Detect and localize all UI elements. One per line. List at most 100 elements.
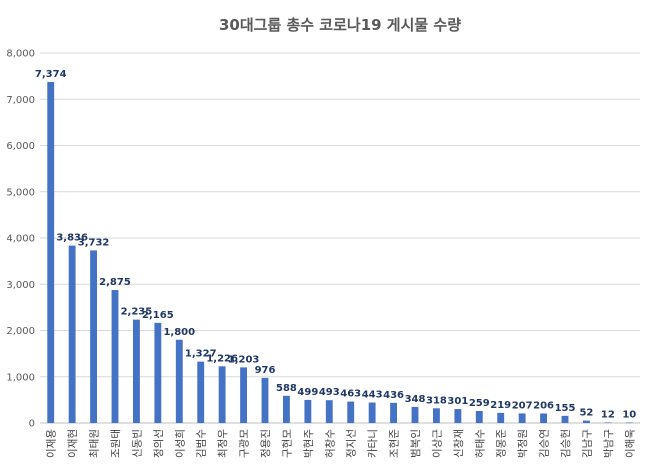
bar	[325, 400, 333, 423]
data-label: 1,800	[163, 327, 195, 338]
bar	[175, 339, 183, 423]
data-label: 7,374	[35, 69, 67, 80]
category-label: 박현주	[303, 429, 315, 458]
category-label: 정용진	[260, 429, 272, 458]
data-label: 976	[255, 365, 276, 376]
bar	[390, 402, 397, 423]
data-label: 12	[601, 409, 615, 420]
grid-layer	[40, 52, 640, 424]
category-label: 최정우	[217, 429, 229, 458]
category-label: 조현준	[389, 429, 401, 458]
category-label: 정몽준	[496, 429, 508, 458]
category-label: 박남구	[603, 429, 615, 458]
category-label: 조원태	[110, 429, 122, 458]
category-label: 허태수	[474, 429, 486, 458]
category-label: 이성희	[174, 429, 186, 458]
category-label: 이재용	[46, 429, 58, 458]
data-label: 219	[490, 400, 511, 411]
category-label: 카타니	[367, 429, 379, 458]
category-label: 정의선	[153, 429, 165, 458]
category-label: 신창재	[453, 429, 465, 458]
bar	[497, 412, 505, 423]
bar	[133, 319, 140, 423]
data-label: 2,875	[99, 277, 131, 288]
data-label: 259	[469, 398, 490, 409]
bar	[475, 411, 483, 423]
chart-title: 30대그룹 총수 코로나19 게시물 수량	[219, 16, 461, 34]
bar	[261, 377, 269, 423]
data-label: 499	[297, 387, 318, 398]
y-tick-label: 1,000	[6, 372, 35, 383]
y-tick-label: 7,000	[6, 95, 35, 106]
data-label: 1,327	[185, 349, 217, 360]
data-label: 436	[383, 390, 404, 401]
category-label: 신동빈	[131, 429, 143, 458]
category-label: 최태원	[89, 429, 101, 458]
bar	[433, 408, 440, 423]
category-label: 구광모	[239, 429, 251, 458]
y-tick-label: 3,000	[6, 280, 35, 291]
data-label: 463	[340, 389, 361, 400]
category-label: 김남구	[581, 429, 593, 458]
category-label: 김승연	[539, 429, 551, 458]
bar	[304, 399, 312, 423]
category-label: 허창수	[324, 429, 336, 458]
bar	[347, 401, 355, 423]
category-label: 김범수	[196, 429, 208, 458]
bar	[540, 413, 547, 423]
data-label: 155	[555, 403, 576, 414]
category-label: 박정원	[517, 429, 529, 458]
bar	[218, 366, 226, 423]
data-label: 318	[426, 395, 447, 406]
bar	[583, 420, 590, 423]
data-label: 3,836	[56, 233, 88, 244]
data-label: 3,732	[78, 237, 110, 248]
category-label: 김승헌	[560, 429, 572, 458]
bars	[47, 81, 633, 424]
data-label: 588	[276, 383, 297, 394]
category-label: 이상근	[431, 429, 443, 458]
bar	[240, 367, 247, 423]
data-label: 493	[319, 387, 340, 398]
bar	[197, 361, 205, 423]
data-label: 2,165	[142, 310, 174, 321]
bar	[283, 395, 290, 423]
bar	[68, 245, 76, 423]
y-axis-ticks: 0 1,000 2,000 3,000 4,000 5,000 6,000 7,000 8,00…	[6, 49, 35, 430]
bar	[604, 422, 612, 424]
data-label: 1,226	[206, 353, 238, 364]
category-label: 이재현	[67, 429, 79, 458]
data-label: 207	[512, 400, 533, 411]
y-tick-label: 6,000	[6, 141, 35, 152]
category-label: 범복인	[410, 429, 422, 458]
bar	[368, 402, 376, 423]
data-label: 443	[362, 390, 383, 401]
bar	[518, 413, 526, 423]
data-label: 301	[447, 396, 468, 407]
y-tick-label: 5,000	[6, 187, 35, 198]
x-axis-categories: 이재용 이재현 최태원 조원태 신동빈 정의선 이성희 김범수 최정우 구광모 정용진 구현모 박현주 허…	[46, 429, 637, 458]
data-label: 10	[622, 410, 636, 421]
bar	[454, 409, 462, 423]
y-tick-label: 0	[29, 419, 35, 430]
bar	[90, 250, 97, 423]
category-label: 구현모	[281, 429, 293, 458]
bar	[411, 406, 419, 423]
y-tick-label: 8,000	[6, 49, 35, 60]
category-label: 이해욱	[623, 429, 636, 458]
data-label: 1,203	[228, 354, 260, 365]
bar	[561, 415, 569, 423]
data-label: 52	[579, 408, 593, 419]
bar	[154, 322, 162, 423]
data-label: 206	[533, 400, 554, 411]
y-tick-label: 4,000	[6, 234, 35, 245]
bar	[111, 290, 119, 423]
bar	[625, 422, 633, 424]
category-label: 정지선	[346, 429, 358, 458]
y-tick-label: 2,000	[6, 326, 35, 337]
data-label: 2,235	[121, 307, 153, 318]
data-label: 348	[405, 394, 426, 405]
